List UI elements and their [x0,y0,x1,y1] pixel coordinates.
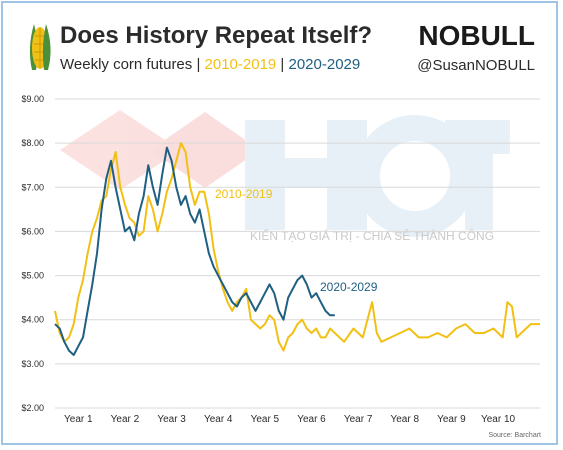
x-tick-label: Year 9 [437,414,466,425]
y-tick-label: $5.00 [21,271,44,281]
corn-icon [29,24,51,70]
subtitle-prefix: Weekly corn futures | [60,56,205,73]
y-tick-label: $3.00 [21,359,44,369]
series-line-2020-2029 [54,146,335,356]
x-tick-label: Year 7 [344,414,373,425]
chart-subtitle: Weekly corn futures | 2010-2019 | 2020-2… [60,56,360,73]
y-axis-ticks: $2.00 $3.00 $4.00 $5.00 $6.00 $7.00 $8.00 $9.00 [21,94,44,413]
subtitle-series-2020: 2020-2029 [288,56,361,73]
watermark-letter-c [354,115,476,237]
x-tick-label: Year 6 [297,414,326,425]
y-tick-label: $4.00 [21,315,44,325]
x-tick-label: Year 1 [64,414,93,425]
watermark-letter-h-left [245,120,285,230]
subtitle-series-2010: 2010-2019 [204,56,277,73]
series-labels: 2010-2019 2020-2029 [215,187,378,294]
y-tick-label: $9.00 [21,94,44,104]
chart-frame [1,1,558,445]
x-axis-ticks: Year 1 Year 2 Year 3 Year 4 Year 5 Year 6 Year… [64,414,515,425]
series-line-2010-2019 [54,142,540,352]
x-tick-label: Year 10 [481,414,516,425]
series-label-2010-2019: 2010-2019 [215,187,273,201]
brand-handle: @SusanNOBULL [417,57,535,74]
y-tick-label: $7.00 [21,182,44,192]
grid-lines [55,98,540,409]
x-tick-label: Year 3 [157,414,186,425]
y-tick-label: $8.00 [21,138,44,148]
y-tick-label: $2.00 [21,403,44,413]
watermark-letter-h-bar [285,158,327,188]
watermark-letter-t-stem [465,150,493,230]
watermark-diamond-right [150,112,260,188]
x-tick-label: Year 2 [111,414,140,425]
watermark-tagline: KIẾN TẠO GIÁ TRỊ - CHIA SẺ THÀNH CÔNG [250,228,494,243]
source-note: Source: Barchart [488,432,541,439]
series-lines [54,142,540,356]
x-tick-label: Year 5 [251,414,280,425]
watermark-letter-t-top [445,120,510,154]
watermark-logo [60,110,510,237]
x-tick-label: Year 4 [204,414,233,425]
series-label-2020-2029: 2020-2029 [320,280,378,294]
chart-title: Does History Repeat Itself? [60,22,373,49]
y-tick-label: $6.00 [21,226,44,236]
x-tick-label: Year 8 [390,414,419,425]
subtitle-separator: | [276,56,289,73]
brand-logo: NOBULL [418,20,535,51]
watermark-letter-h-right [327,120,367,230]
